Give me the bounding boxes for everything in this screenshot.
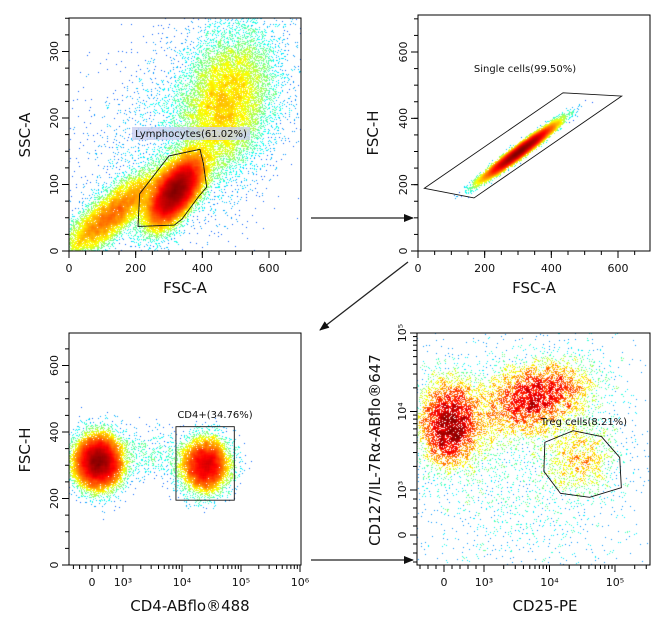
- x-tick-label: 10³: [475, 576, 493, 589]
- y-tick-label: 200: [48, 108, 61, 129]
- y-tick-label: 400: [397, 108, 410, 129]
- x-axis-title: FSC-A: [163, 279, 207, 297]
- x-tick-label: 0: [441, 576, 448, 589]
- x-tick-label: 10⁵: [232, 576, 250, 589]
- panel-4: 0 10³ 10⁴ 10⁵ 0 10³ 10⁴ 10⁵ CD25-PE CD127/IL-7Rα-…: [366, 324, 651, 615]
- y-tick-label: 200: [48, 488, 61, 509]
- x-tick-label: 400: [192, 262, 213, 275]
- x-axis-title: CD25-PE: [512, 597, 577, 615]
- y-tick-label: 0: [397, 248, 410, 255]
- singlets-density-plot: [418, 15, 650, 251]
- panel-2: 0 200 400 600 0 200 400 600 FSC-A FSC-H Single cel…: [364, 14, 651, 297]
- gate-label: Lymphocytes(61.02%): [135, 129, 247, 140]
- y-tick-label: 0: [48, 248, 61, 255]
- gate-label: Single cells(99.50%): [474, 64, 576, 75]
- plot-frame: [417, 14, 651, 252]
- y-axis-title: SSC-A: [16, 112, 34, 158]
- x-axis-title: CD4-ABflo®488: [130, 597, 249, 615]
- x-tick-label: 0: [66, 262, 73, 275]
- x-tick-label: 10⁴: [540, 576, 559, 589]
- x-tick-label: 0: [415, 262, 422, 275]
- treg-density-plot: [417, 333, 650, 565]
- gate-polygon: [543, 430, 622, 498]
- x-tick-label: 200: [125, 262, 146, 275]
- y-tick-label: 0: [396, 532, 409, 539]
- y-tick-label: 400: [48, 422, 61, 443]
- gate-label: Treg cells(8.21%): [540, 417, 627, 428]
- y-tick-label: 10⁴: [396, 402, 409, 421]
- x-tick-label: 600: [259, 262, 280, 275]
- x-tick-label: 10³: [114, 576, 132, 589]
- x-tick-label: 10⁴: [173, 576, 192, 589]
- y-axis-title: FSC-H: [16, 427, 34, 472]
- x-axis-title: FSC-A: [512, 279, 556, 297]
- x-tick-label: 600: [608, 262, 629, 275]
- y-tick-label: 100: [48, 174, 61, 195]
- panel-1: 0 200 400 600 0 100 200 300 FSC-A SSC-A Lymphocyte…: [16, 17, 302, 297]
- plot-frame: [68, 332, 302, 566]
- x-tick-label: 400: [541, 262, 562, 275]
- cd4-density-plot: [69, 333, 301, 565]
- y-tick-label: 0: [48, 562, 61, 569]
- x-tick-label: 200: [474, 262, 495, 275]
- plot-frame: [416, 332, 651, 566]
- gate-polygon: [423, 92, 624, 199]
- y-axis-title: FSC-H: [364, 110, 382, 155]
- y-tick-label: 10⁵: [396, 324, 409, 342]
- y-tick-label: 10³: [396, 481, 409, 499]
- x-tick-label: 0: [89, 576, 96, 589]
- gate-label: CD4+(34.76%): [177, 410, 252, 421]
- gate-polygon: [137, 148, 208, 227]
- y-tick-label: 600: [48, 355, 61, 376]
- x-tick-label: 10⁶: [291, 576, 310, 589]
- y-tick-label: 600: [397, 42, 410, 63]
- y-tick-label: 200: [397, 174, 410, 195]
- panel-3: 0 10³ 10⁴ 10⁵ 10⁶ 0 200 400 600 CD4-ABflo®488 FSC-…: [16, 332, 310, 615]
- y-tick-label: 300: [48, 41, 61, 62]
- y-axis-title: CD127/IL-7Rα-ABflo®647: [366, 354, 384, 546]
- x-tick-label: 10⁵: [606, 576, 624, 589]
- gate-rectangle: [175, 426, 235, 501]
- gate-label-background: [132, 127, 250, 140]
- arrow-to-cd4: [319, 261, 409, 331]
